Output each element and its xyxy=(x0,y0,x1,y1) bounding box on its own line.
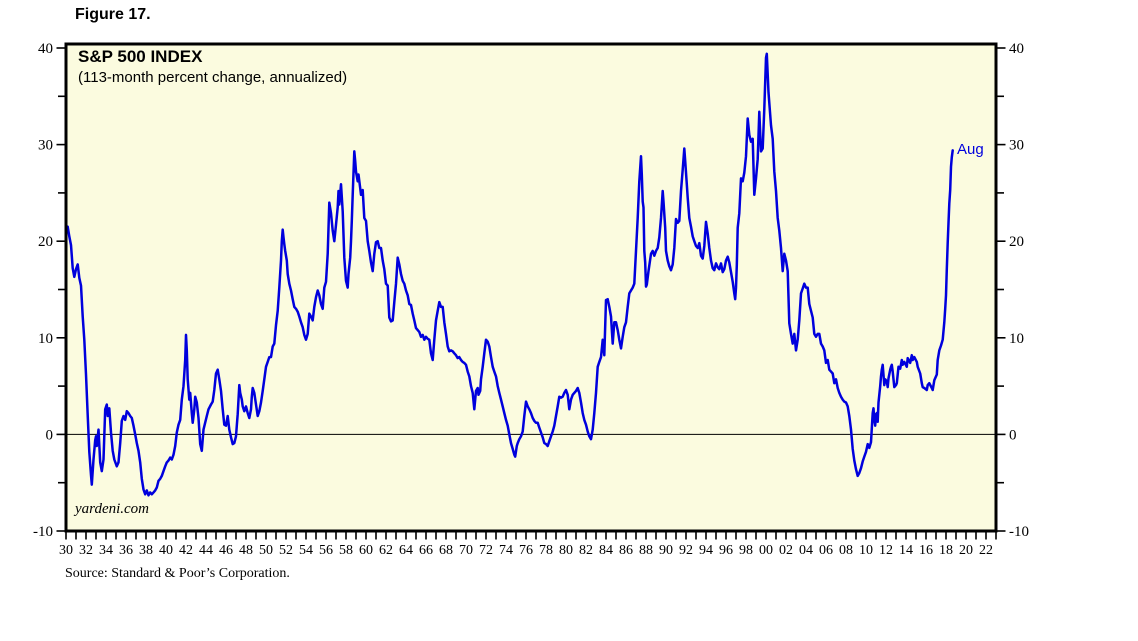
x-axis-tick-label: 94 xyxy=(699,543,713,558)
x-axis-tick-label: 20 xyxy=(959,543,973,558)
data-line xyxy=(64,52,954,497)
series-end-label: Aug xyxy=(957,141,984,158)
x-axis-tick-label: 14 xyxy=(899,543,913,558)
x-axis-tick-label: 92 xyxy=(679,543,693,558)
x-axis-tick-label: 90 xyxy=(659,543,673,558)
x-axis-tick-label: 02 xyxy=(779,543,793,558)
x-axis-tick-label: 34 xyxy=(99,543,113,558)
x-axis-tick-label: 74 xyxy=(499,543,513,558)
x-axis-tick-label: 96 xyxy=(719,543,733,558)
chart-subtitle: (113-month percent change, annualized) xyxy=(78,69,348,86)
x-axis-tick-label: 68 xyxy=(439,543,453,558)
x-axis-tick-label: 80 xyxy=(559,543,573,558)
x-axis-tick-label: 46 xyxy=(219,543,233,558)
x-axis-tick-label: 76 xyxy=(519,543,533,558)
x-axis-tick-label: 52 xyxy=(279,543,293,558)
x-axis-tick-label: 10 xyxy=(859,543,873,558)
x-axis-tick-label: 58 xyxy=(339,543,353,558)
x-axis-tick-label: 32 xyxy=(79,543,93,558)
x-axis-tick-label: 50 xyxy=(259,543,273,558)
source-note: Source: Standard & Poor’s Corporation. xyxy=(65,566,290,581)
plot-frame xyxy=(64,42,998,533)
x-axis-tick-label: 04 xyxy=(799,543,813,558)
x-axis-tick-label: 62 xyxy=(379,543,393,558)
x-axis-tick-label: 66 xyxy=(419,543,433,558)
x-axis-tick-label: 38 xyxy=(139,543,153,558)
x-axis-tick-label: 16 xyxy=(919,543,933,558)
y-axis-tick-label-right: 0 xyxy=(1009,427,1017,443)
x-axis-tick-label: 56 xyxy=(319,543,333,558)
x-axis-tick-label: 70 xyxy=(459,543,473,558)
y-axis-tick-label-right: 20 xyxy=(1009,234,1024,250)
x-axis-tick-label: 06 xyxy=(819,543,833,558)
x-axis-tick-label: 88 xyxy=(639,543,653,558)
x-axis-tick-label: 12 xyxy=(879,543,893,558)
x-axis-tick-label: 42 xyxy=(179,543,193,558)
figure-label: Figure 17. xyxy=(75,6,151,23)
x-axis-tick-label: 08 xyxy=(839,543,853,558)
y-axis-tick-label-right: 30 xyxy=(1009,138,1024,154)
x-axis-tick-label: 30 xyxy=(59,543,73,558)
x-axis-tick-label: 40 xyxy=(159,543,173,558)
x-axis-tick-label: 82 xyxy=(579,543,593,558)
x-axis-tick-label: 36 xyxy=(119,543,133,558)
x-axis-tick-label: 22 xyxy=(979,543,993,558)
x-axis-tick-label: 60 xyxy=(359,543,373,558)
watermark-yardeni: yardeni.com xyxy=(75,501,150,517)
y-axis-tick-label-left: 40 xyxy=(38,41,53,57)
y-axis-tick-label-left: 20 xyxy=(38,234,53,250)
y-axis-tick-label-right: -10 xyxy=(1009,524,1029,540)
x-axis-tick-label: 86 xyxy=(619,543,633,558)
x-axis-tick-label: 44 xyxy=(199,543,213,558)
y-axis-tick-label-left: 30 xyxy=(38,138,53,154)
x-axis-tick-label: 00 xyxy=(759,543,773,558)
x-axis-tick-label: 72 xyxy=(479,543,493,558)
x-axis-tick-label: 84 xyxy=(599,543,613,558)
y-axis-tick-label-right: 40 xyxy=(1009,41,1024,57)
x-axis-tick-label: 54 xyxy=(299,543,313,558)
x-axis-tick-label: 64 xyxy=(399,543,413,558)
x-axis-tick-label: 78 xyxy=(539,543,553,558)
plot-area xyxy=(66,44,996,531)
y-axis-tick-label-left: 0 xyxy=(46,427,54,443)
y-axis-tick-label-right: 10 xyxy=(1009,331,1024,347)
y-axis-tick-label-left: 10 xyxy=(38,331,53,347)
x-axis-tick-label: 18 xyxy=(939,543,953,558)
x-axis-tick-label: 48 xyxy=(239,543,253,558)
x-axis-tick-label: 98 xyxy=(739,543,753,558)
chart-title: S&P 500 INDEX xyxy=(78,47,203,66)
y-axis-tick-label-left: -10 xyxy=(33,524,53,540)
